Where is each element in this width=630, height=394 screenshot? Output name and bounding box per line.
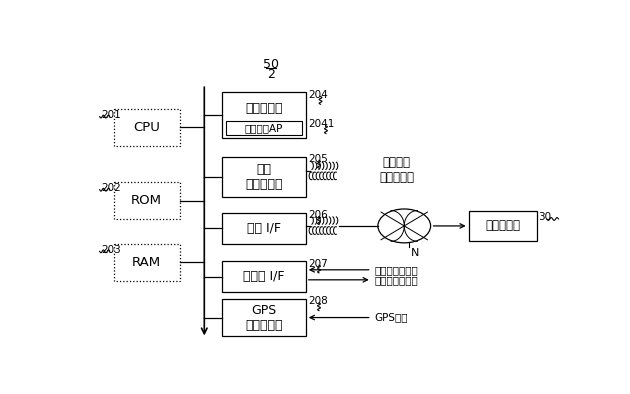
- Text: 201: 201: [101, 110, 121, 120]
- Bar: [113, 243, 180, 281]
- Text: GPS
モジュール: GPS モジュール: [245, 303, 283, 331]
- Bar: [222, 92, 306, 138]
- Text: 管理サーバ: 管理サーバ: [485, 219, 520, 232]
- Text: GPS衛星: GPS衛星: [374, 312, 408, 323]
- Text: ストレージ: ストレージ: [245, 102, 283, 115]
- Text: 2041: 2041: [308, 119, 335, 129]
- Text: 202: 202: [101, 183, 121, 193]
- Text: 206: 206: [308, 210, 328, 220]
- Text: 通信 I/F: 通信 I/F: [247, 222, 281, 235]
- Ellipse shape: [378, 209, 430, 243]
- Text: タッチセンサ等: タッチセンサ等: [374, 265, 418, 275]
- Bar: [222, 299, 306, 336]
- Text: ROM: ROM: [131, 194, 162, 207]
- Bar: [469, 211, 537, 241]
- Bar: [222, 157, 306, 197]
- Text: ディスプレイ等: ディスプレイ等: [374, 275, 418, 285]
- Text: 208: 208: [308, 296, 328, 307]
- Text: 207: 207: [308, 258, 328, 269]
- Text: 30: 30: [538, 212, 551, 223]
- Bar: [226, 121, 302, 135]
- Text: 204: 204: [308, 90, 328, 100]
- Text: 205: 205: [308, 154, 328, 164]
- Text: N: N: [411, 248, 419, 258]
- Bar: [222, 261, 306, 292]
- Text: 入出力 I/F: 入出力 I/F: [243, 270, 285, 283]
- Bar: [222, 213, 306, 243]
- Text: 使用予約AP: 使用予約AP: [245, 123, 283, 133]
- Text: 50: 50: [263, 58, 279, 71]
- Bar: [113, 182, 180, 219]
- Text: 2: 2: [267, 68, 275, 81]
- Text: CPU: CPU: [133, 121, 160, 134]
- Bar: [113, 109, 180, 146]
- Text: 203: 203: [101, 245, 121, 255]
- Text: 他の通信
モジュール: 他の通信 モジュール: [379, 156, 414, 184]
- Text: RAM: RAM: [132, 256, 161, 269]
- Text: 通信
モジュール: 通信 モジュール: [245, 163, 283, 191]
